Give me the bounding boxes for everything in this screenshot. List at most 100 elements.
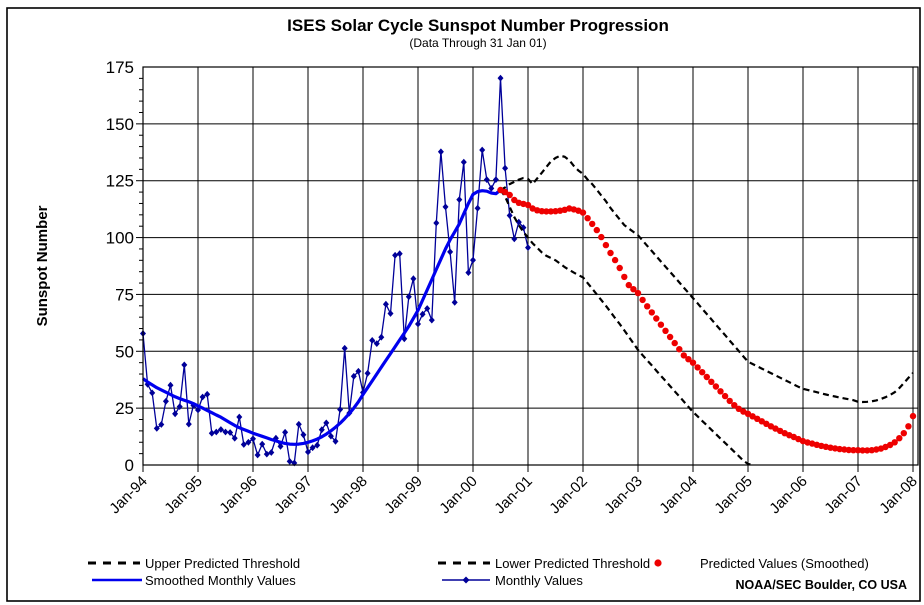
x-tick-label: Jan-08 <box>876 473 920 517</box>
monthly-diamond-marker <box>291 459 298 467</box>
x-tick-label: Jan-03 <box>601 473 645 517</box>
predicted-dot <box>850 447 857 454</box>
series-smoothed-monthly-values <box>142 188 502 446</box>
monthly-diamond-marker <box>424 305 431 312</box>
monthly-diamond-marker <box>456 196 463 203</box>
monthly-diamond-marker <box>387 310 394 317</box>
monthly-diamond-marker <box>341 344 348 352</box>
x-tick-label: Jan-07 <box>821 473 865 517</box>
monthly-diamond-marker <box>236 413 243 421</box>
predicted-dot <box>648 309 655 316</box>
predicted-dot <box>905 423 912 430</box>
predicted-dot <box>639 296 646 304</box>
monthly-diamond-marker <box>282 428 289 436</box>
monthly-diamond-marker <box>332 437 339 445</box>
smoothed-line <box>142 188 502 446</box>
predicted-dot <box>524 201 532 209</box>
y-tick-label: 75 <box>115 285 134 304</box>
predicted-dot <box>630 286 637 293</box>
monthly-diamond-marker <box>208 429 215 437</box>
predicted-dot <box>726 397 733 405</box>
predicted-dot <box>735 405 742 412</box>
monthly-diamond-marker <box>415 320 421 328</box>
plot-border <box>142 66 919 466</box>
predicted-dot <box>703 373 710 381</box>
predicted-dot <box>854 447 862 454</box>
monthly-diamond-marker <box>506 212 513 219</box>
x-tick-label: Jan-04 <box>656 473 700 517</box>
threshold-line <box>499 189 753 467</box>
predicted-dot <box>689 359 697 366</box>
monthly-diamond-marker <box>396 250 403 258</box>
monthly-diamond-marker <box>410 275 417 283</box>
monthly-diamond-marker <box>158 421 165 428</box>
predicted-dot <box>864 447 871 454</box>
monthly-diamond-marker <box>199 393 206 401</box>
legend-item-monthly-values: Monthly Values <box>442 573 583 588</box>
outer-border <box>6 7 921 602</box>
predicted-dot <box>845 446 852 454</box>
monthly-diamond-marker <box>337 406 344 413</box>
legend-item-predicted-values: Predicted Values (Smoothed) <box>654 556 869 571</box>
monthly-diamond-marker <box>250 435 256 443</box>
monthly-diamond-marker <box>213 428 220 436</box>
predicted-dot <box>506 191 513 199</box>
monthly-diamond-marker <box>515 218 522 226</box>
monthly-diamond-marker <box>433 219 440 227</box>
legend-item-smoothed-monthly: Smoothed Monthly Values <box>92 573 296 588</box>
legend-item-lower-threshold: Lower Predicted Threshold <box>438 556 650 571</box>
predicted-dot <box>547 208 555 215</box>
predicted-dot <box>717 388 724 395</box>
monthly-diamond-marker <box>185 420 192 428</box>
predicted-dot <box>625 281 632 289</box>
monthly-diamond-marker <box>227 429 234 436</box>
monthly-diamond-marker <box>286 458 293 465</box>
predicted-dot <box>579 209 587 216</box>
predicted-dot <box>694 364 701 371</box>
predicted-dot <box>543 208 550 215</box>
monthly-diamond-marker <box>254 451 261 459</box>
predicted-values-legend-marker <box>654 559 662 567</box>
y-tick-label: 175 <box>106 58 134 77</box>
monthly-diamond-marker <box>497 74 504 82</box>
monthly-diamond-marker <box>488 185 495 192</box>
predicted-dot <box>657 321 665 328</box>
x-tick-label: Jan-97 <box>271 473 315 517</box>
x-tick-label: Jan-94 <box>106 473 150 517</box>
legend-label: Upper Predicted Threshold <box>145 556 300 571</box>
predicted-dot <box>909 412 917 420</box>
monthly-diamond-marker <box>323 419 330 427</box>
predicted-dot <box>602 241 610 249</box>
y-tick-label: 50 <box>115 342 134 361</box>
predicted-dot <box>538 208 545 215</box>
monthly-diamond-marker <box>240 441 247 448</box>
x-tick-label: Jan-99 <box>381 473 425 517</box>
legend-item-upper-threshold: Upper Predicted Threshold <box>88 556 300 571</box>
series-lower-predicted-threshold <box>499 189 753 467</box>
predicted-dot <box>593 226 600 234</box>
monthly-diamond-marker <box>437 148 444 156</box>
series-layer <box>140 74 917 467</box>
predicted-dot <box>836 445 843 453</box>
monthly-diamond-marker <box>263 450 270 458</box>
predicted-dot <box>501 188 509 196</box>
monthly-diamond-marker <box>355 367 362 375</box>
credit-text: NOAA/SEC Boulder, CO USA <box>735 578 907 592</box>
monthly-diamond-marker <box>465 269 472 276</box>
monthly-diamond-marker <box>502 164 509 172</box>
y-tick-label: 125 <box>106 172 134 191</box>
x-tick-label: Jan-98 <box>326 473 370 517</box>
series-predicted-values-smoothed <box>497 186 917 454</box>
x-tick-label: Jan-02 <box>546 473 590 517</box>
monthly-diamond-marker <box>149 389 156 397</box>
threshold-line <box>499 154 914 404</box>
monthly-diamond-marker <box>419 310 426 318</box>
legend-label: Monthly Values <box>495 573 583 588</box>
monthly-diamond-marker <box>369 337 376 344</box>
monthly-diamond-marker <box>231 434 238 442</box>
monthly-diamond-marker <box>222 428 229 436</box>
monthly-diamond-marker <box>318 426 325 434</box>
monthly-diamond-marker <box>470 256 476 264</box>
monthly-diamond-marker <box>327 432 334 440</box>
